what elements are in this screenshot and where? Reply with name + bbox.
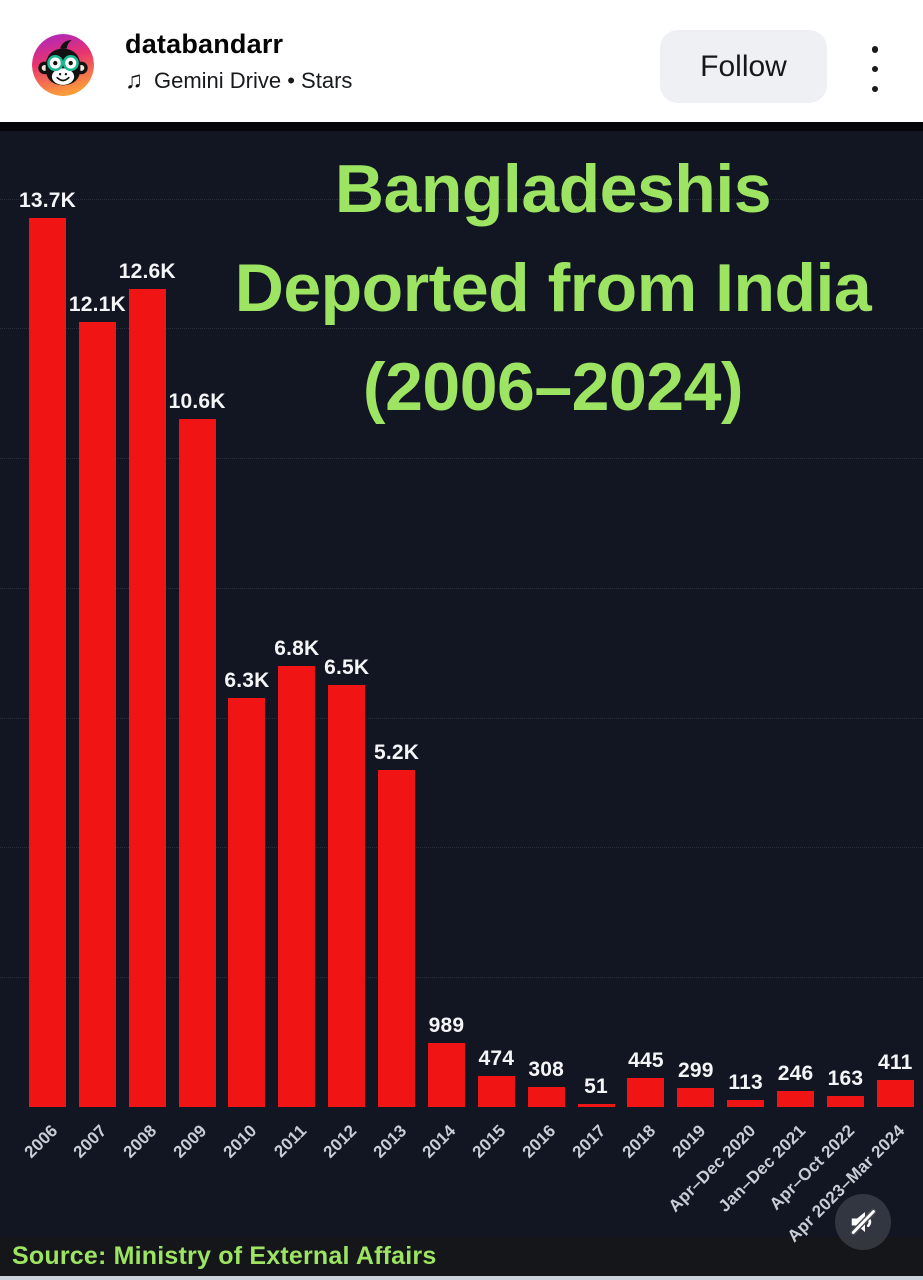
bar-chart: 13.7K 2006 12.1K 2007 12.6K 2008 10.6K 2009 6.3K… [0,122,923,1246]
bar [876,1080,914,1107]
gridline [0,328,923,330]
kebab-dot [871,85,879,92]
more-options-button[interactable] [864,46,886,92]
chart-title-line: Bangladeshis [334,151,772,227]
chart-title-line: (2006–2024) [362,349,744,425]
avatar[interactable] [32,34,94,96]
bar [29,218,66,1107]
bar [378,769,416,1107]
video-top-band [0,122,923,131]
gridline [0,587,923,589]
bar-value-label: 246 [777,1062,814,1086]
bar [328,685,366,1107]
kebab-dot [871,65,879,73]
bar-value-label: 445 [628,1049,664,1073]
music-note-icon: ♫ [125,67,143,94]
source-caption: Source: Ministry of External Affairs [12,1242,437,1270]
bar [677,1087,715,1107]
bar [527,1087,565,1107]
bar [128,289,166,1107]
bar [577,1103,615,1107]
bar-value-label: 299 [677,1058,714,1082]
kebab-dot [871,46,879,53]
chart-title-line: Deported from India [234,250,872,326]
username[interactable]: databandarr [125,29,284,59]
bar [777,1091,815,1107]
follow-button[interactable]: Follow [660,30,827,103]
bar-value-label: 411 [878,1051,913,1075]
bar [78,321,116,1107]
audio-attribution[interactable]: ♫ Gemini Drive • Stars [125,66,352,96]
gridline [0,717,923,719]
speaker-muted-icon [850,1208,877,1236]
bar [826,1096,864,1107]
bar [477,1076,515,1107]
bar-value-label: 12.6K [118,260,176,284]
bar-value-label: 13.7K [18,189,77,212]
monkey-avatar-icon [32,34,94,96]
identity-block: databandarr ♫ Gemini Drive • Stars [125,27,352,96]
bar-value-label: 308 [528,1058,564,1081]
source-strip: Source: Ministry of External Affairs [0,1237,923,1276]
bar [627,1078,665,1107]
video-frame[interactable]: Bangladeshis Deported from India (2006–2… [0,122,923,1246]
gridline [0,198,923,200]
bar-value-label: 989 [428,1013,465,1037]
bar-value-label: 51 [584,1074,608,1098]
gridline [0,977,923,979]
bar-value-label: 163 [827,1067,864,1091]
bar-value-label: 6.8K [274,636,320,660]
bar [427,1042,465,1107]
bar [178,419,216,1107]
gridline [0,458,923,460]
bar-value-label: 12.1K [68,292,126,316]
bar [228,698,266,1107]
chart-title: Bangladeshis Deported from India (2006–2… [183,140,923,437]
post-header: databandarr ♫ Gemini Drive • Stars Follo… [0,0,923,122]
bar [727,1099,765,1107]
bar-value-label: 5.2K [373,740,420,764]
bar-value-label: 6.3K [224,669,270,693]
bar-value-label: 474 [478,1047,515,1071]
gridline [0,847,923,849]
page-edge [0,1276,923,1280]
mute-button[interactable] [835,1194,891,1250]
bar-value-label: 6.5K [324,656,370,680]
bar-value-label: 10.6K [168,390,226,414]
bar-value-label: 113 [728,1070,763,1094]
bar [278,665,316,1107]
audio-label: Gemini Drive • Stars [154,68,353,93]
